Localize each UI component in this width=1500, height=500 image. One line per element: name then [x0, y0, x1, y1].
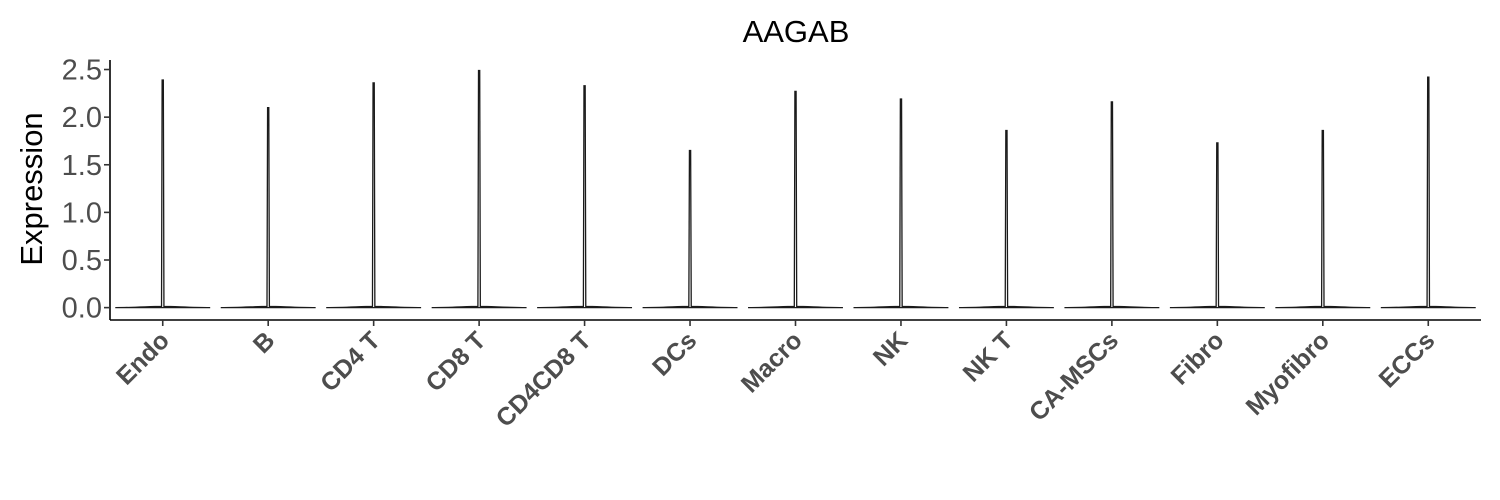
- x-tick-label: ECCs: [1374, 326, 1441, 393]
- violin-nk: [853, 98, 949, 309]
- x-tick-label: Endo: [111, 326, 175, 390]
- y-ticks: 0.0 0.5 1.0 1.5 2.0 2.5: [62, 55, 110, 325]
- violin-cd4cd8-t: [537, 85, 633, 309]
- violin-b: [220, 106, 316, 309]
- violin-cd8-t: [431, 69, 527, 309]
- y-tick-label: 2.0: [62, 102, 102, 134]
- violin-myofibro: [1275, 129, 1371, 309]
- violin-eccs: [1380, 76, 1476, 309]
- y-tick-label: 2.5: [62, 55, 102, 87]
- x-tick-label: CD4CD8 T: [491, 326, 597, 432]
- violin-cd4-t: [326, 82, 422, 309]
- violin-macro: [748, 90, 843, 309]
- y-tick-label: 1.0: [62, 197, 102, 229]
- violin-endo: [115, 79, 211, 309]
- x-tick-label: Myofibro: [1241, 326, 1335, 420]
- violin-ca-mscs: [1064, 101, 1160, 309]
- x-tick-label: Fibro: [1166, 326, 1230, 390]
- x-tick-label: B: [248, 326, 281, 359]
- x-ticks: Endo B CD4 T CD8 T CD4CD8 T DCs Macro NK NK T CA-…: [111, 320, 1441, 433]
- violin-nk-t: [958, 129, 1054, 309]
- y-axis-label: Expression: [14, 112, 49, 265]
- x-tick-label: Macro: [736, 326, 808, 398]
- violin-dcs: [642, 149, 738, 309]
- x-tick-label: DCs: [647, 326, 702, 381]
- x-tick-label: NK T: [958, 326, 1019, 387]
- x-tick-label: CA-MSCs: [1024, 326, 1124, 426]
- y-tick-label: 0.0: [62, 293, 102, 325]
- x-tick-label: CD8 T: [420, 326, 491, 397]
- chart-title: AAGAB: [743, 14, 850, 49]
- y-tick-label: 1.5: [62, 150, 102, 182]
- violin-fibro: [1169, 142, 1265, 309]
- y-tick-label: 0.5: [62, 245, 102, 277]
- x-tick-label: CD4 T: [315, 326, 386, 397]
- violins: [115, 69, 1476, 309]
- x-tick-label: NK: [868, 326, 913, 371]
